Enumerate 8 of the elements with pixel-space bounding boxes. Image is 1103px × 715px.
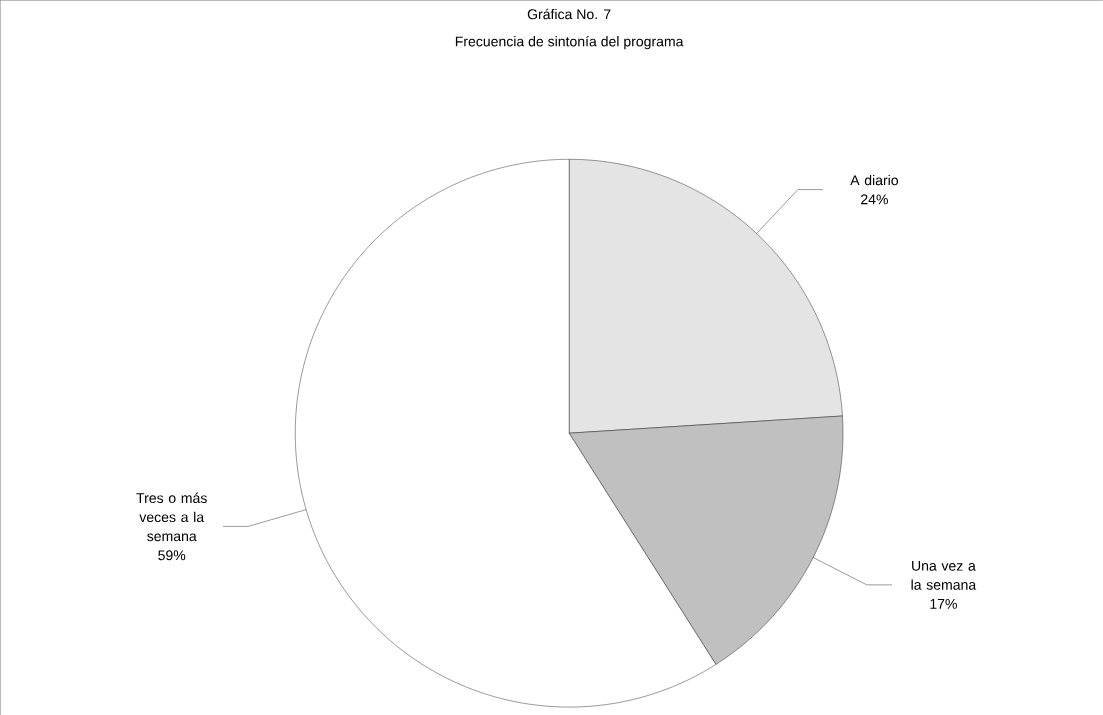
- slice-label: A diario: [850, 174, 899, 186]
- data-label: 17%: [930, 598, 957, 609]
- chart-subtitle: Frecuencia de sintonía del programa: [455, 35, 684, 50]
- slice-label: Una vez a la semana: [911, 560, 977, 590]
- chart-title: Gráfica No. 7: [527, 8, 611, 20]
- data-label: 59%: [158, 550, 186, 561]
- slice-label: Tres o más veces a la semana: [136, 492, 207, 542]
- data-label: 24%: [861, 194, 888, 205]
